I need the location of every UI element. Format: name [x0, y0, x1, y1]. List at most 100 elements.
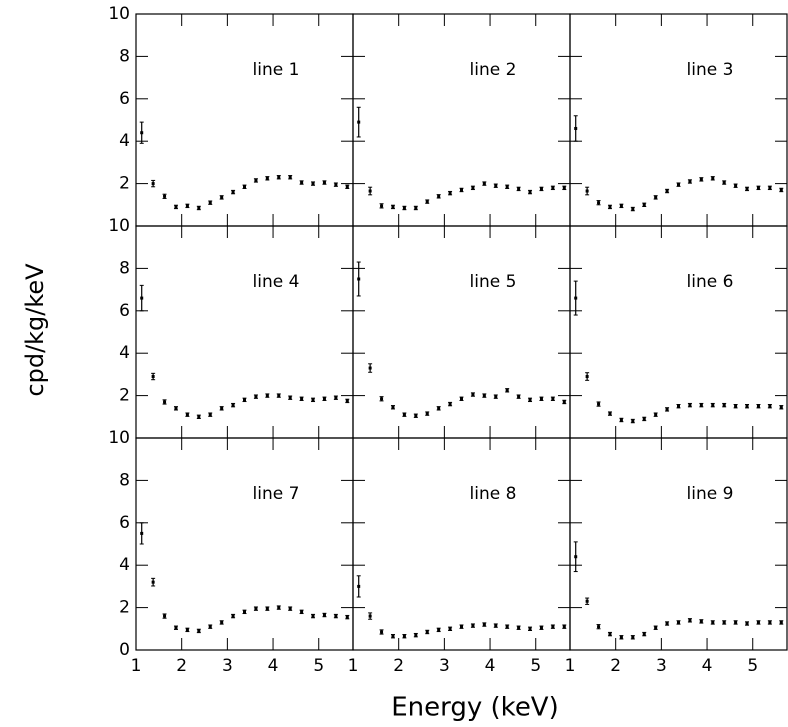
point — [448, 402, 452, 406]
point — [277, 394, 281, 398]
point — [197, 206, 201, 210]
point — [345, 185, 349, 189]
point — [254, 395, 258, 399]
point — [345, 399, 349, 403]
y-axis-label: cpd/kg/keV — [21, 263, 49, 397]
point — [288, 607, 292, 611]
point — [300, 397, 304, 401]
point — [494, 184, 498, 188]
point — [711, 620, 715, 624]
point — [665, 622, 669, 625]
x-tick-label: 3 — [222, 656, 233, 676]
point — [482, 394, 486, 398]
point — [665, 407, 669, 411]
point — [231, 190, 235, 194]
panel-frame — [569, 437, 788, 651]
point — [539, 187, 543, 191]
point — [460, 625, 463, 629]
point — [448, 191, 452, 195]
y-tick-label: 4 — [119, 343, 130, 363]
panel-frame — [352, 437, 571, 651]
point — [254, 178, 258, 182]
y-tick-label: 2 — [119, 386, 130, 406]
point — [220, 620, 224, 624]
point — [265, 176, 269, 180]
point — [163, 614, 167, 618]
point — [517, 626, 521, 630]
point — [425, 412, 429, 416]
point — [745, 404, 749, 408]
point — [220, 406, 224, 410]
point — [551, 186, 555, 190]
point — [368, 614, 372, 618]
point — [402, 413, 406, 417]
point — [243, 185, 246, 189]
point — [608, 412, 612, 416]
y-tick-label: 2 — [119, 174, 130, 194]
point — [677, 620, 680, 624]
point — [437, 406, 441, 410]
point — [140, 131, 144, 135]
point — [756, 404, 760, 408]
x-tick-label: 3 — [439, 656, 450, 676]
panel-frame — [352, 13, 571, 227]
point — [574, 126, 578, 130]
point — [254, 607, 258, 611]
point — [208, 413, 212, 417]
x-tick-label: 1 — [565, 656, 576, 676]
point — [722, 403, 726, 407]
point — [185, 413, 189, 417]
point — [402, 206, 406, 210]
point — [528, 190, 532, 194]
point — [642, 632, 646, 636]
point — [619, 204, 623, 208]
point — [574, 555, 578, 559]
point — [322, 613, 326, 617]
point — [711, 403, 715, 407]
point — [174, 205, 178, 209]
point — [471, 624, 475, 628]
point — [277, 175, 281, 179]
point — [197, 629, 201, 633]
point — [734, 620, 738, 624]
point — [482, 182, 486, 186]
point — [505, 388, 509, 392]
point — [322, 181, 326, 185]
point — [517, 187, 521, 191]
point — [311, 398, 315, 402]
point — [208, 625, 212, 629]
point — [265, 394, 269, 398]
point — [528, 627, 532, 631]
point — [665, 189, 669, 193]
point — [425, 630, 429, 634]
panel-label: line 9 — [687, 484, 734, 504]
point — [654, 413, 658, 417]
panel-label: line 4 — [253, 272, 300, 292]
point — [699, 177, 703, 181]
point — [174, 626, 178, 630]
point — [243, 398, 246, 402]
y-tick-label: 10 — [108, 428, 130, 448]
point — [539, 397, 543, 401]
point — [756, 620, 760, 624]
point — [722, 620, 726, 624]
panel-label: line 6 — [687, 272, 734, 292]
point — [608, 205, 612, 209]
point — [699, 619, 703, 623]
point — [619, 635, 623, 639]
point — [734, 184, 738, 188]
y-tick-label: 4 — [119, 131, 130, 151]
panel-label: line 2 — [470, 60, 517, 80]
y-tick-label: 2 — [119, 598, 130, 618]
point — [654, 626, 658, 630]
point — [574, 296, 578, 300]
x-tick-label: 2 — [393, 656, 404, 676]
point — [505, 185, 509, 189]
point — [380, 630, 384, 634]
point — [585, 189, 589, 193]
x-tick-label: 5 — [313, 656, 324, 676]
point — [699, 403, 703, 407]
x-tick-label: 4 — [268, 656, 279, 676]
point — [688, 403, 692, 407]
point — [311, 182, 315, 186]
